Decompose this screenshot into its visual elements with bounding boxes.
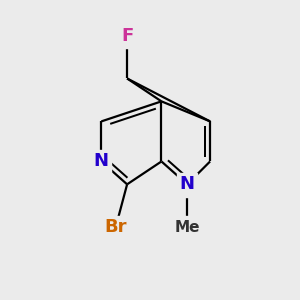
Text: N: N (180, 175, 195, 193)
Bar (101, 216, 130, 240)
Bar (173, 216, 202, 240)
Text: N: N (94, 152, 109, 170)
Bar (91, 150, 111, 174)
Bar (117, 24, 137, 48)
Bar (177, 173, 197, 197)
Text: F: F (121, 27, 133, 45)
Text: Me: Me (174, 220, 200, 235)
Text: Br: Br (104, 218, 127, 236)
